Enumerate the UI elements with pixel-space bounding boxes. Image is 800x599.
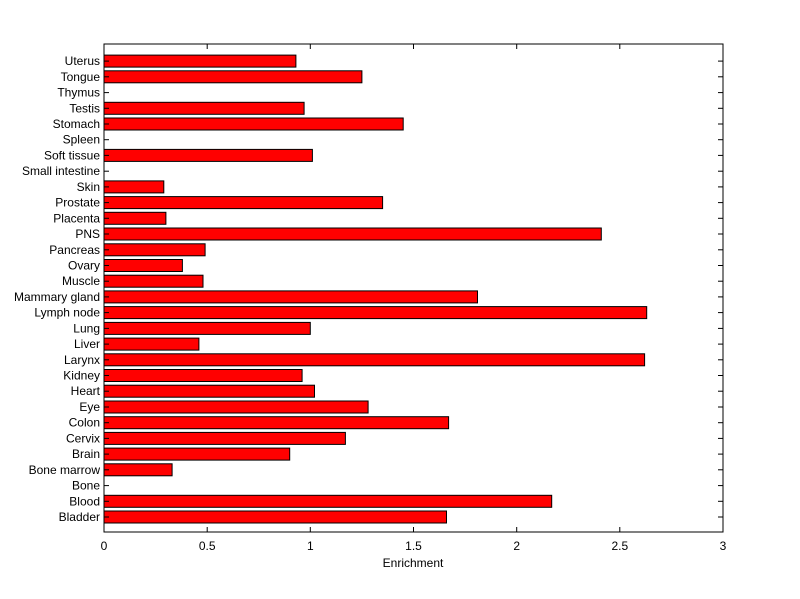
y-tick-label-kidney: Kidney xyxy=(63,369,100,383)
x-tick-label-1: 0.5 xyxy=(199,539,216,553)
bar-heart xyxy=(103,384,315,398)
y-tick-label-bone-marrow: Bone marrow xyxy=(29,463,101,477)
bar-cervix xyxy=(103,431,346,445)
y-tick-label-tongue: Tongue xyxy=(61,70,101,84)
bar-bladder xyxy=(103,510,447,524)
y-tick-label-larynx: Larynx xyxy=(64,353,100,367)
x-tick-label-6: 3 xyxy=(720,539,727,553)
y-tick-label-cervix: Cervix xyxy=(66,431,100,445)
bar-tongue xyxy=(103,70,363,84)
bar-stomach xyxy=(103,117,404,131)
y-tick-label-small-intestine: Small intestine xyxy=(22,164,100,178)
y-tick-label-stomach: Stomach xyxy=(53,117,100,131)
y-tick-label-bladder: Bladder xyxy=(59,510,100,524)
y-tick-label-colon: Colon xyxy=(69,416,100,430)
bar-muscle xyxy=(103,274,204,288)
x-tick-label-4: 2 xyxy=(513,539,520,553)
x-axis-label: Enrichment xyxy=(383,556,444,570)
bar-colon xyxy=(103,416,450,430)
y-tick-label-heart: Heart xyxy=(71,384,101,398)
bar-skin xyxy=(103,180,165,194)
y-tick-label-placenta: Placenta xyxy=(53,211,100,225)
y-tick-label-skin: Skin xyxy=(77,180,100,194)
x-tick-label-0: 0 xyxy=(101,539,108,553)
x-tick-label-2: 1 xyxy=(307,539,314,553)
y-tick-label-bone: Bone xyxy=(72,479,100,493)
bar-pns xyxy=(103,227,602,241)
y-tick-label-blood: Blood xyxy=(69,494,100,508)
bar-soft-tissue xyxy=(103,148,313,162)
bar-liver xyxy=(103,337,200,351)
x-tick-label-3: 1.5 xyxy=(405,539,422,553)
bar-placenta xyxy=(103,211,167,225)
y-tick-label-thymus: Thymus xyxy=(57,86,100,100)
y-tick-label-spleen: Spleen xyxy=(63,133,100,147)
y-tick-label-uterus: Uterus xyxy=(65,54,100,68)
y-tick-label-soft-tissue: Soft tissue xyxy=(44,148,100,162)
y-tick-label-mammary-gland: Mammary gland xyxy=(14,290,100,304)
bar-lung xyxy=(103,321,311,335)
y-tick-label-pancreas: Pancreas xyxy=(49,243,100,257)
y-tick-label-ovary: Ovary xyxy=(68,259,100,273)
plot-area-frame xyxy=(103,43,724,533)
y-tick-label-pns: PNS xyxy=(75,227,100,241)
bar-pancreas xyxy=(103,243,206,257)
y-tick-label-lymph-node: Lymph node xyxy=(34,306,100,320)
x-ticks-group: 0 0.5 1 1.5 2 2.5 3 xyxy=(101,44,727,553)
bar-blood xyxy=(103,494,553,508)
y-tick-label-muscle: Muscle xyxy=(62,274,100,288)
bars-group xyxy=(103,54,648,524)
y-tick-label-lung: Lung xyxy=(73,321,100,335)
bar-bone-marrow xyxy=(103,463,173,477)
bar-kidney xyxy=(103,369,303,382)
bar-eye xyxy=(103,400,369,414)
y-tick-label-testis: Testis xyxy=(69,101,100,115)
bar-lymph-node xyxy=(103,306,648,320)
y-tick-label-eye: Eye xyxy=(79,400,100,414)
bar-prostate xyxy=(103,196,384,210)
y-tick-label-prostate: Prostate xyxy=(55,196,100,210)
bar-brain xyxy=(103,447,291,461)
y-tick-label-brain: Brain xyxy=(72,447,100,461)
y-tick-label-liver: Liver xyxy=(74,337,100,351)
bar-larynx xyxy=(103,353,646,367)
bar-testis xyxy=(103,101,305,115)
bar-ovary xyxy=(103,259,183,272)
bar-mammary-gland xyxy=(103,290,478,304)
x-tick-label-5: 2.5 xyxy=(611,539,628,553)
bar-uterus xyxy=(103,54,297,68)
